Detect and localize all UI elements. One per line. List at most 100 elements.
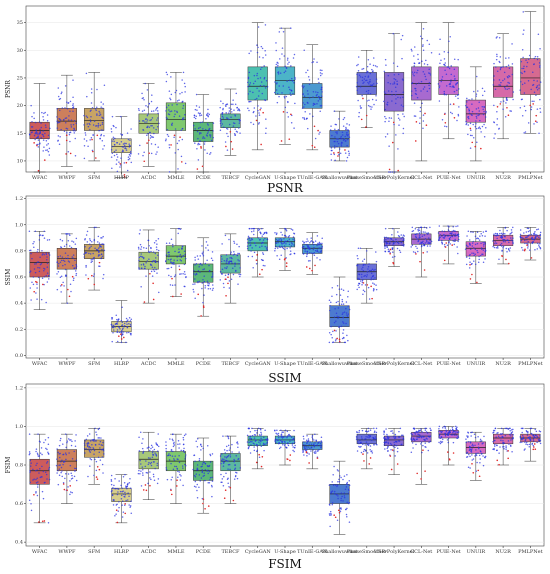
data-point (238, 260, 240, 262)
data-point (348, 484, 351, 486)
data-point (168, 274, 170, 277)
data-point (417, 228, 419, 231)
data-point (499, 68, 502, 71)
data-point (59, 255, 62, 257)
data-point (47, 143, 50, 145)
data-point (59, 136, 61, 138)
data-point (419, 106, 422, 109)
data-point (443, 93, 446, 96)
data-point (86, 95, 88, 98)
outlier-point (201, 165, 204, 168)
data-point (140, 431, 142, 433)
data-point (506, 84, 508, 87)
data-point (410, 451, 413, 454)
data-point (366, 79, 368, 82)
data-point (142, 451, 144, 454)
data-point (291, 444, 294, 446)
data-point (530, 237, 533, 239)
data-point (178, 447, 180, 449)
data-points (301, 49, 323, 149)
data-point (288, 86, 290, 89)
data-point (165, 447, 167, 450)
data-point (238, 109, 241, 112)
data-point (346, 315, 349, 317)
data-point (440, 431, 443, 434)
data-point (346, 507, 348, 510)
data-point (85, 234, 88, 236)
data-points (492, 226, 514, 265)
data-point (333, 316, 336, 318)
data-point (420, 428, 422, 430)
data-point (89, 465, 91, 467)
data-point (116, 159, 118, 161)
data-point (151, 446, 154, 448)
data-point (147, 113, 149, 115)
data-point (85, 115, 88, 117)
data-point (303, 85, 305, 87)
outlier-point (176, 479, 178, 482)
data-point (384, 250, 386, 252)
data-point (125, 142, 127, 145)
data-point (257, 105, 259, 107)
data-point (58, 468, 60, 470)
data-points (219, 92, 241, 151)
data-point (184, 285, 186, 288)
data-point (122, 327, 124, 330)
data-point (276, 433, 278, 435)
data-point (318, 95, 320, 98)
data-point (355, 437, 358, 439)
data-point (112, 487, 114, 489)
data-point (455, 427, 457, 430)
data-point (471, 459, 473, 461)
data-point (99, 112, 101, 114)
data-point (28, 249, 31, 252)
data-point (59, 456, 61, 459)
x-tick-label: UNUIR (467, 175, 486, 181)
data-point (340, 507, 342, 509)
data-point (56, 261, 58, 264)
data-point (69, 283, 72, 286)
data-point (194, 256, 196, 259)
data-point (48, 275, 50, 277)
data-point (465, 456, 468, 458)
data-point (129, 323, 132, 326)
x-tick-label: U-Shape (274, 549, 296, 555)
data-point (56, 116, 58, 118)
data-point (179, 479, 182, 481)
data-point (115, 149, 117, 151)
data-point (125, 341, 127, 344)
data-point (156, 462, 159, 465)
data-point (537, 228, 540, 230)
data-point (167, 251, 169, 254)
data-point (345, 307, 347, 310)
data-point (47, 150, 50, 153)
iqr-box (29, 251, 50, 278)
data-point (199, 121, 202, 124)
data-point (291, 442, 294, 444)
data-point (114, 137, 116, 140)
data-point (100, 133, 103, 136)
data-point (347, 129, 349, 131)
data-point (156, 126, 159, 128)
data-point (372, 278, 375, 281)
data-point (359, 105, 362, 107)
data-point (318, 97, 321, 100)
data-point (102, 273, 105, 276)
data-point (130, 128, 132, 130)
data-point (470, 431, 472, 434)
data-point (276, 82, 278, 84)
data-point (229, 257, 231, 259)
outlier-point (152, 282, 154, 285)
data-point (438, 225, 441, 227)
data-point (44, 471, 47, 473)
data-point (177, 251, 180, 254)
data-point (62, 463, 64, 466)
data-point (234, 128, 236, 130)
data-point (505, 247, 508, 250)
data-point (512, 436, 514, 439)
data-point (344, 135, 346, 138)
data-point (341, 131, 344, 133)
data-point (225, 104, 227, 106)
